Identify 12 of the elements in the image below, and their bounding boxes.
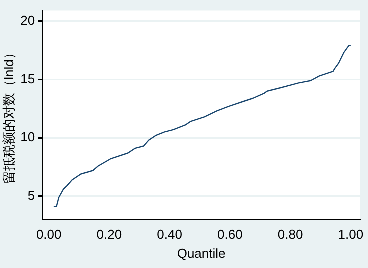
x-tick-label: 0.20 bbox=[96, 227, 122, 242]
y-tick-label: 5 bbox=[28, 188, 36, 204]
x-tick-label: 1.00 bbox=[338, 227, 364, 242]
x-axis-title: Quantile bbox=[177, 246, 226, 261]
x-tick-label: 0.40 bbox=[157, 227, 182, 242]
y-axis-title: 留抵税额的对数（lnld） bbox=[1, 46, 16, 184]
y-tick-label: 15 bbox=[20, 71, 36, 86]
x-tick-label: 0.60 bbox=[218, 227, 243, 242]
y-tick-label: 10 bbox=[20, 130, 36, 145]
x-tick-label: 0.80 bbox=[278, 227, 304, 242]
x-tick-label: 0.00 bbox=[36, 227, 62, 242]
y-tick-label: 20 bbox=[20, 12, 36, 28]
